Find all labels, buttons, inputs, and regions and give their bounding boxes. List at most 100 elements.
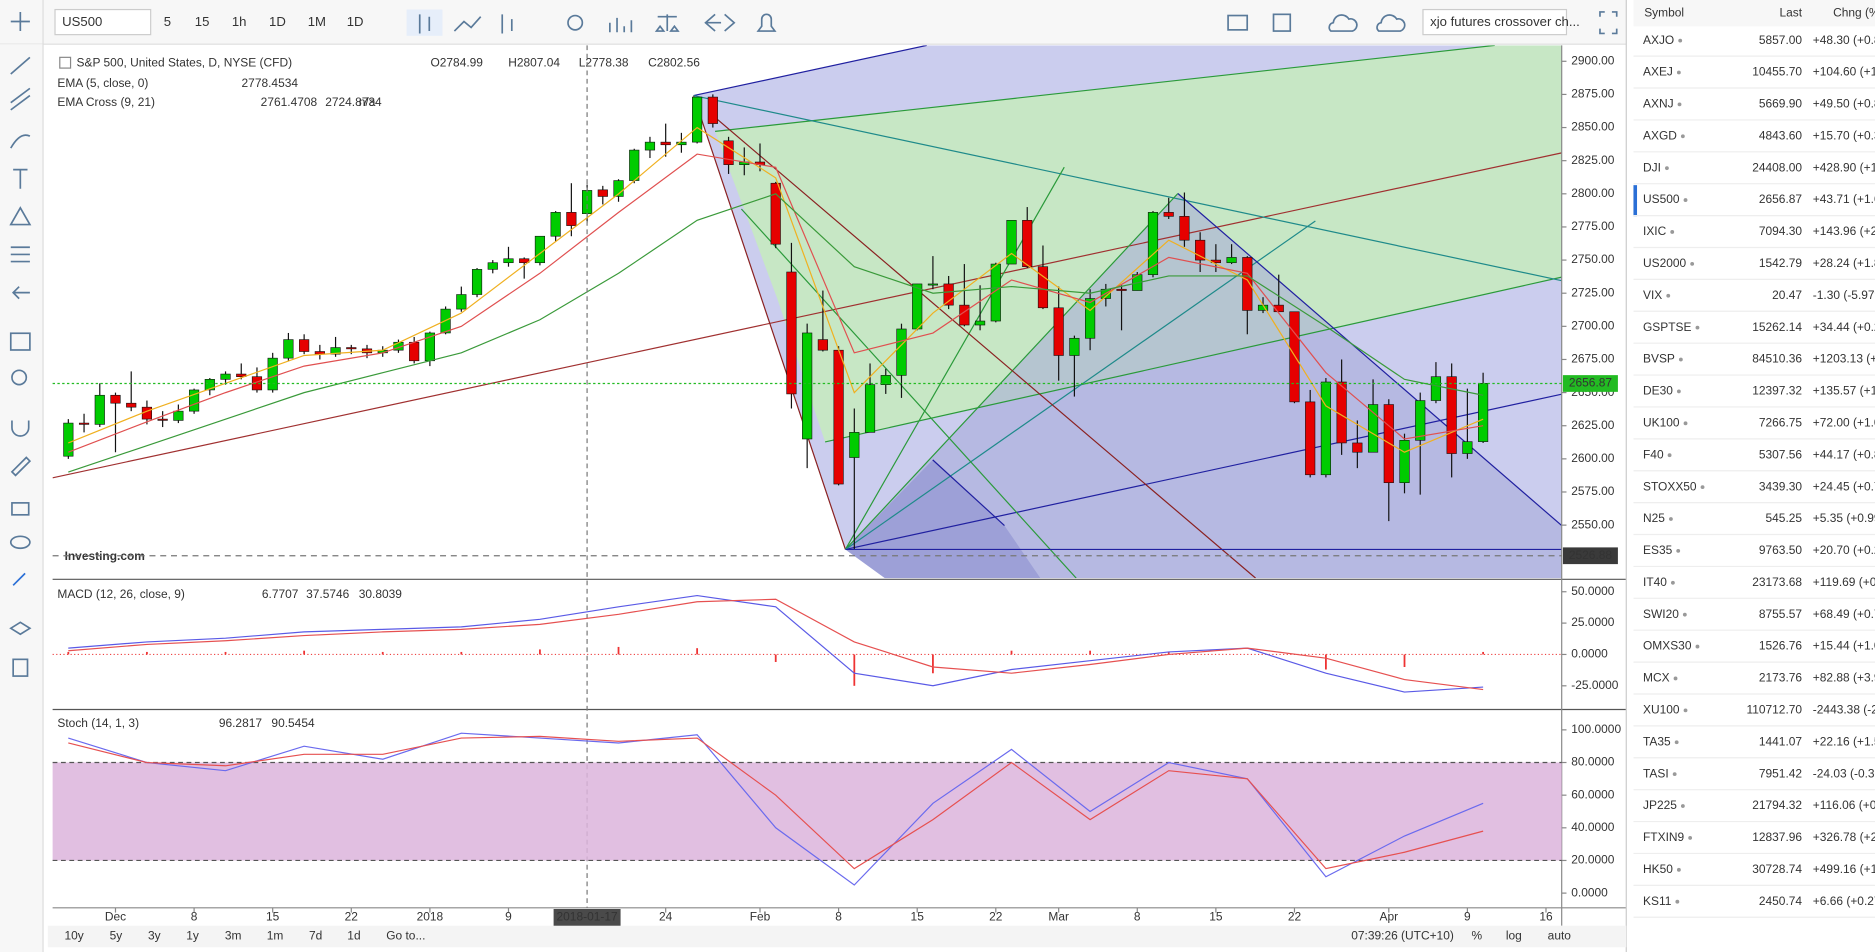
watchlist-symbol[interactable]: AXJO: [1643, 33, 1674, 47]
goto-button[interactable]: Go to...: [386, 929, 425, 943]
watchlist-symbol[interactable]: IT40: [1643, 575, 1667, 589]
text-tool[interactable]: [13, 168, 28, 189]
watchlist-row[interactable]: BVSP 84510.36 +1203.13 (+1.44%): [1633, 352, 1875, 376]
range-button[interactable]: 10y: [65, 929, 84, 943]
watchlist-symbol[interactable]: GSPTSE: [1643, 320, 1691, 334]
interval-button[interactable]: 1D: [347, 14, 364, 29]
watchlist-row[interactable]: US500 2656.87 +43.71 (+1.67%): [1633, 192, 1875, 217]
watchlist-row[interactable]: OMXS30 1526.76 +15.44 (+1.02%): [1633, 639, 1875, 663]
watchlist-symbol[interactable]: N25: [1643, 511, 1665, 525]
watchlist-row[interactable]: AXGD 4843.60 +15.70 (+0.33%): [1633, 128, 1875, 153]
watchlist-row[interactable]: TASI 7951.42 -24.03 (-0.30%): [1633, 766, 1875, 791]
alert-icon[interactable]: [756, 13, 777, 32]
range-button[interactable]: 5y: [110, 929, 123, 943]
brush-tool[interactable]: [10, 134, 31, 149]
crosshair-tool[interactable]: [10, 11, 30, 32]
watchlist-row[interactable]: IT40 23173.68 +119.69 (+0.52%): [1633, 575, 1875, 599]
watchlist-row[interactable]: DJI 24408.00 +428.90 (+1.79%): [1633, 160, 1875, 185]
pattern-tool[interactable]: [9, 206, 32, 226]
watchlist-symbol[interactable]: AXEJ: [1643, 65, 1673, 79]
drawing-tools[interactable]: [9, 11, 32, 677]
watchlist-row[interactable]: N25 545.25 +5.35 (+0.99%): [1633, 511, 1875, 536]
hide-tool[interactable]: [9, 535, 31, 550]
interval-button[interactable]: 5: [164, 14, 171, 29]
fullscreen-icon[interactable]: [1599, 11, 1618, 35]
watchlist-row[interactable]: VIX 20.47 -1.30 (-5.97%): [1633, 288, 1875, 312]
watchlist-symbol[interactable]: AXNJ: [1643, 97, 1674, 111]
layers-tool[interactable]: [9, 621, 32, 636]
range-button[interactable]: 7d: [309, 929, 322, 943]
load-icon[interactable]: [1328, 14, 1358, 32]
range-button[interactable]: 3m: [225, 929, 242, 943]
symbol-input[interactable]: US500: [62, 14, 102, 29]
range-button[interactable]: 1m: [267, 929, 284, 943]
watchlist-symbol[interactable]: UK100: [1643, 415, 1680, 429]
indicators-icon[interactable]: [609, 17, 633, 33]
watchlist-row[interactable]: AXNJ 5669.90 +49.50 (+0.88%): [1633, 97, 1875, 121]
watchlist-row[interactable]: JP225 21794.32 +116.06 (+0.54%): [1633, 798, 1875, 823]
watchlist-row[interactable]: XU100 110712.70 -2443.38 (-2.16%): [1633, 703, 1875, 727]
watchlist-row[interactable]: MCX 2173.76 +82.88 (+3.96%): [1633, 671, 1875, 695]
stay-drawing-tool[interactable]: [10, 456, 32, 477]
trendline-tool[interactable]: [10, 56, 31, 75]
lock-tool[interactable]: [11, 502, 30, 516]
back-tool[interactable]: [11, 286, 30, 300]
range-button[interactable]: 1y: [186, 929, 199, 943]
watchlist-row[interactable]: DE30 12397.32 +135.57 (+1.11%): [1633, 384, 1875, 408]
watchlist-row[interactable]: GSPTSE 15262.14 +34.44 (+0.23%): [1633, 320, 1875, 344]
measure-tool[interactable]: [9, 332, 31, 351]
watchlist-symbol[interactable]: FTXIN9: [1643, 830, 1685, 844]
snapshot-icon[interactable]: [1227, 14, 1249, 31]
watchlist-symbol[interactable]: DJI: [1643, 160, 1661, 174]
watchlist-symbol[interactable]: OMXS30: [1643, 639, 1692, 653]
candle-style-button[interactable]: [406, 9, 443, 36]
watchlist-symbol[interactable]: VIX: [1643, 288, 1662, 302]
watchlist-row[interactable]: AXJO 5857.00 +48.30 (+0.83%): [1633, 33, 1875, 57]
save-icon[interactable]: [1376, 14, 1406, 32]
watchlist-symbol[interactable]: F40: [1643, 447, 1664, 461]
watchlist-symbol[interactable]: MCX: [1643, 671, 1670, 685]
watchlist-symbol[interactable]: US500: [1643, 192, 1680, 206]
watchlist-row[interactable]: ES35 9763.50 +20.70 (+0.21%): [1633, 543, 1875, 568]
watchlist-row[interactable]: HK50 30728.74 +499.16 (+1.65%): [1633, 862, 1875, 886]
layout-name[interactable]: xjo futures crossover ch...: [1430, 14, 1580, 29]
undo-icon[interactable]: [704, 13, 722, 32]
layout-icon[interactable]: [1272, 13, 1292, 32]
scale-button[interactable]: log: [1506, 929, 1522, 943]
interval-button[interactable]: 1M: [308, 14, 326, 29]
watchlist-symbol[interactable]: DE30: [1643, 384, 1673, 398]
magnet-tool[interactable]: [11, 420, 30, 437]
watchlist-symbol[interactable]: TASI: [1643, 766, 1669, 780]
watchlist-row[interactable]: F40 5307.56 +44.17 (+0.84%): [1633, 447, 1875, 472]
interval-button[interactable]: 1D: [269, 14, 286, 29]
interval-button[interactable]: 15: [195, 14, 210, 29]
pitchfork-tool[interactable]: [10, 87, 31, 111]
watchlist-symbol[interactable]: US2000: [1643, 256, 1687, 270]
watchlist-row[interactable]: US2000 1542.79 +28.24 (+1.86%): [1633, 256, 1875, 280]
fib-tool[interactable]: [10, 246, 30, 263]
watchlist-row[interactable]: KS11 2450.74 +6.66 (+0.27%): [1633, 894, 1875, 918]
zoom-tool[interactable]: [11, 369, 28, 386]
watchlist-row[interactable]: AXEJ 10455.70 +104.60 (+1.01%): [1633, 65, 1875, 89]
watchlist-symbol[interactable]: SWI20: [1643, 607, 1679, 621]
watchlist-symbol[interactable]: STOXX50: [1643, 479, 1697, 493]
watchlist-row[interactable]: FTXIN9 12837.96 +326.78 (+2.61%): [1633, 830, 1875, 855]
collapse-icon[interactable]: [59, 56, 72, 69]
range-button[interactable]: 1d: [347, 929, 360, 943]
watchlist-symbol[interactable]: TA35: [1643, 734, 1671, 748]
trash-tool[interactable]: [12, 658, 29, 677]
watchlist-symbol[interactable]: AXGD: [1643, 128, 1677, 142]
watchlist-symbol[interactable]: JP225: [1643, 798, 1677, 812]
watchlist-symbol[interactable]: BVSP: [1643, 352, 1675, 366]
watchlist-symbol[interactable]: XU100: [1643, 703, 1680, 717]
redo-icon[interactable]: [724, 13, 736, 32]
compare-icon[interactable]: [654, 14, 680, 32]
watchlist-symbol[interactable]: IXIC: [1643, 224, 1667, 238]
watchlist-row[interactable]: TA35 1441.07 +22.16 (+1.56%): [1633, 734, 1875, 759]
scale-button[interactable]: %: [1471, 929, 1482, 943]
watchlist-row[interactable]: UK100 7266.75 +72.00 (+1.00%): [1633, 415, 1875, 440]
watchlist-row[interactable]: SWI20 8755.57 +68.49 (+0.79%): [1633, 607, 1875, 631]
watchlist-row[interactable]: STOXX50 3439.30 +24.45 (+0.72%): [1633, 479, 1875, 504]
watchlist-symbol[interactable]: HK50: [1643, 862, 1673, 876]
range-button[interactable]: 3y: [148, 929, 161, 943]
